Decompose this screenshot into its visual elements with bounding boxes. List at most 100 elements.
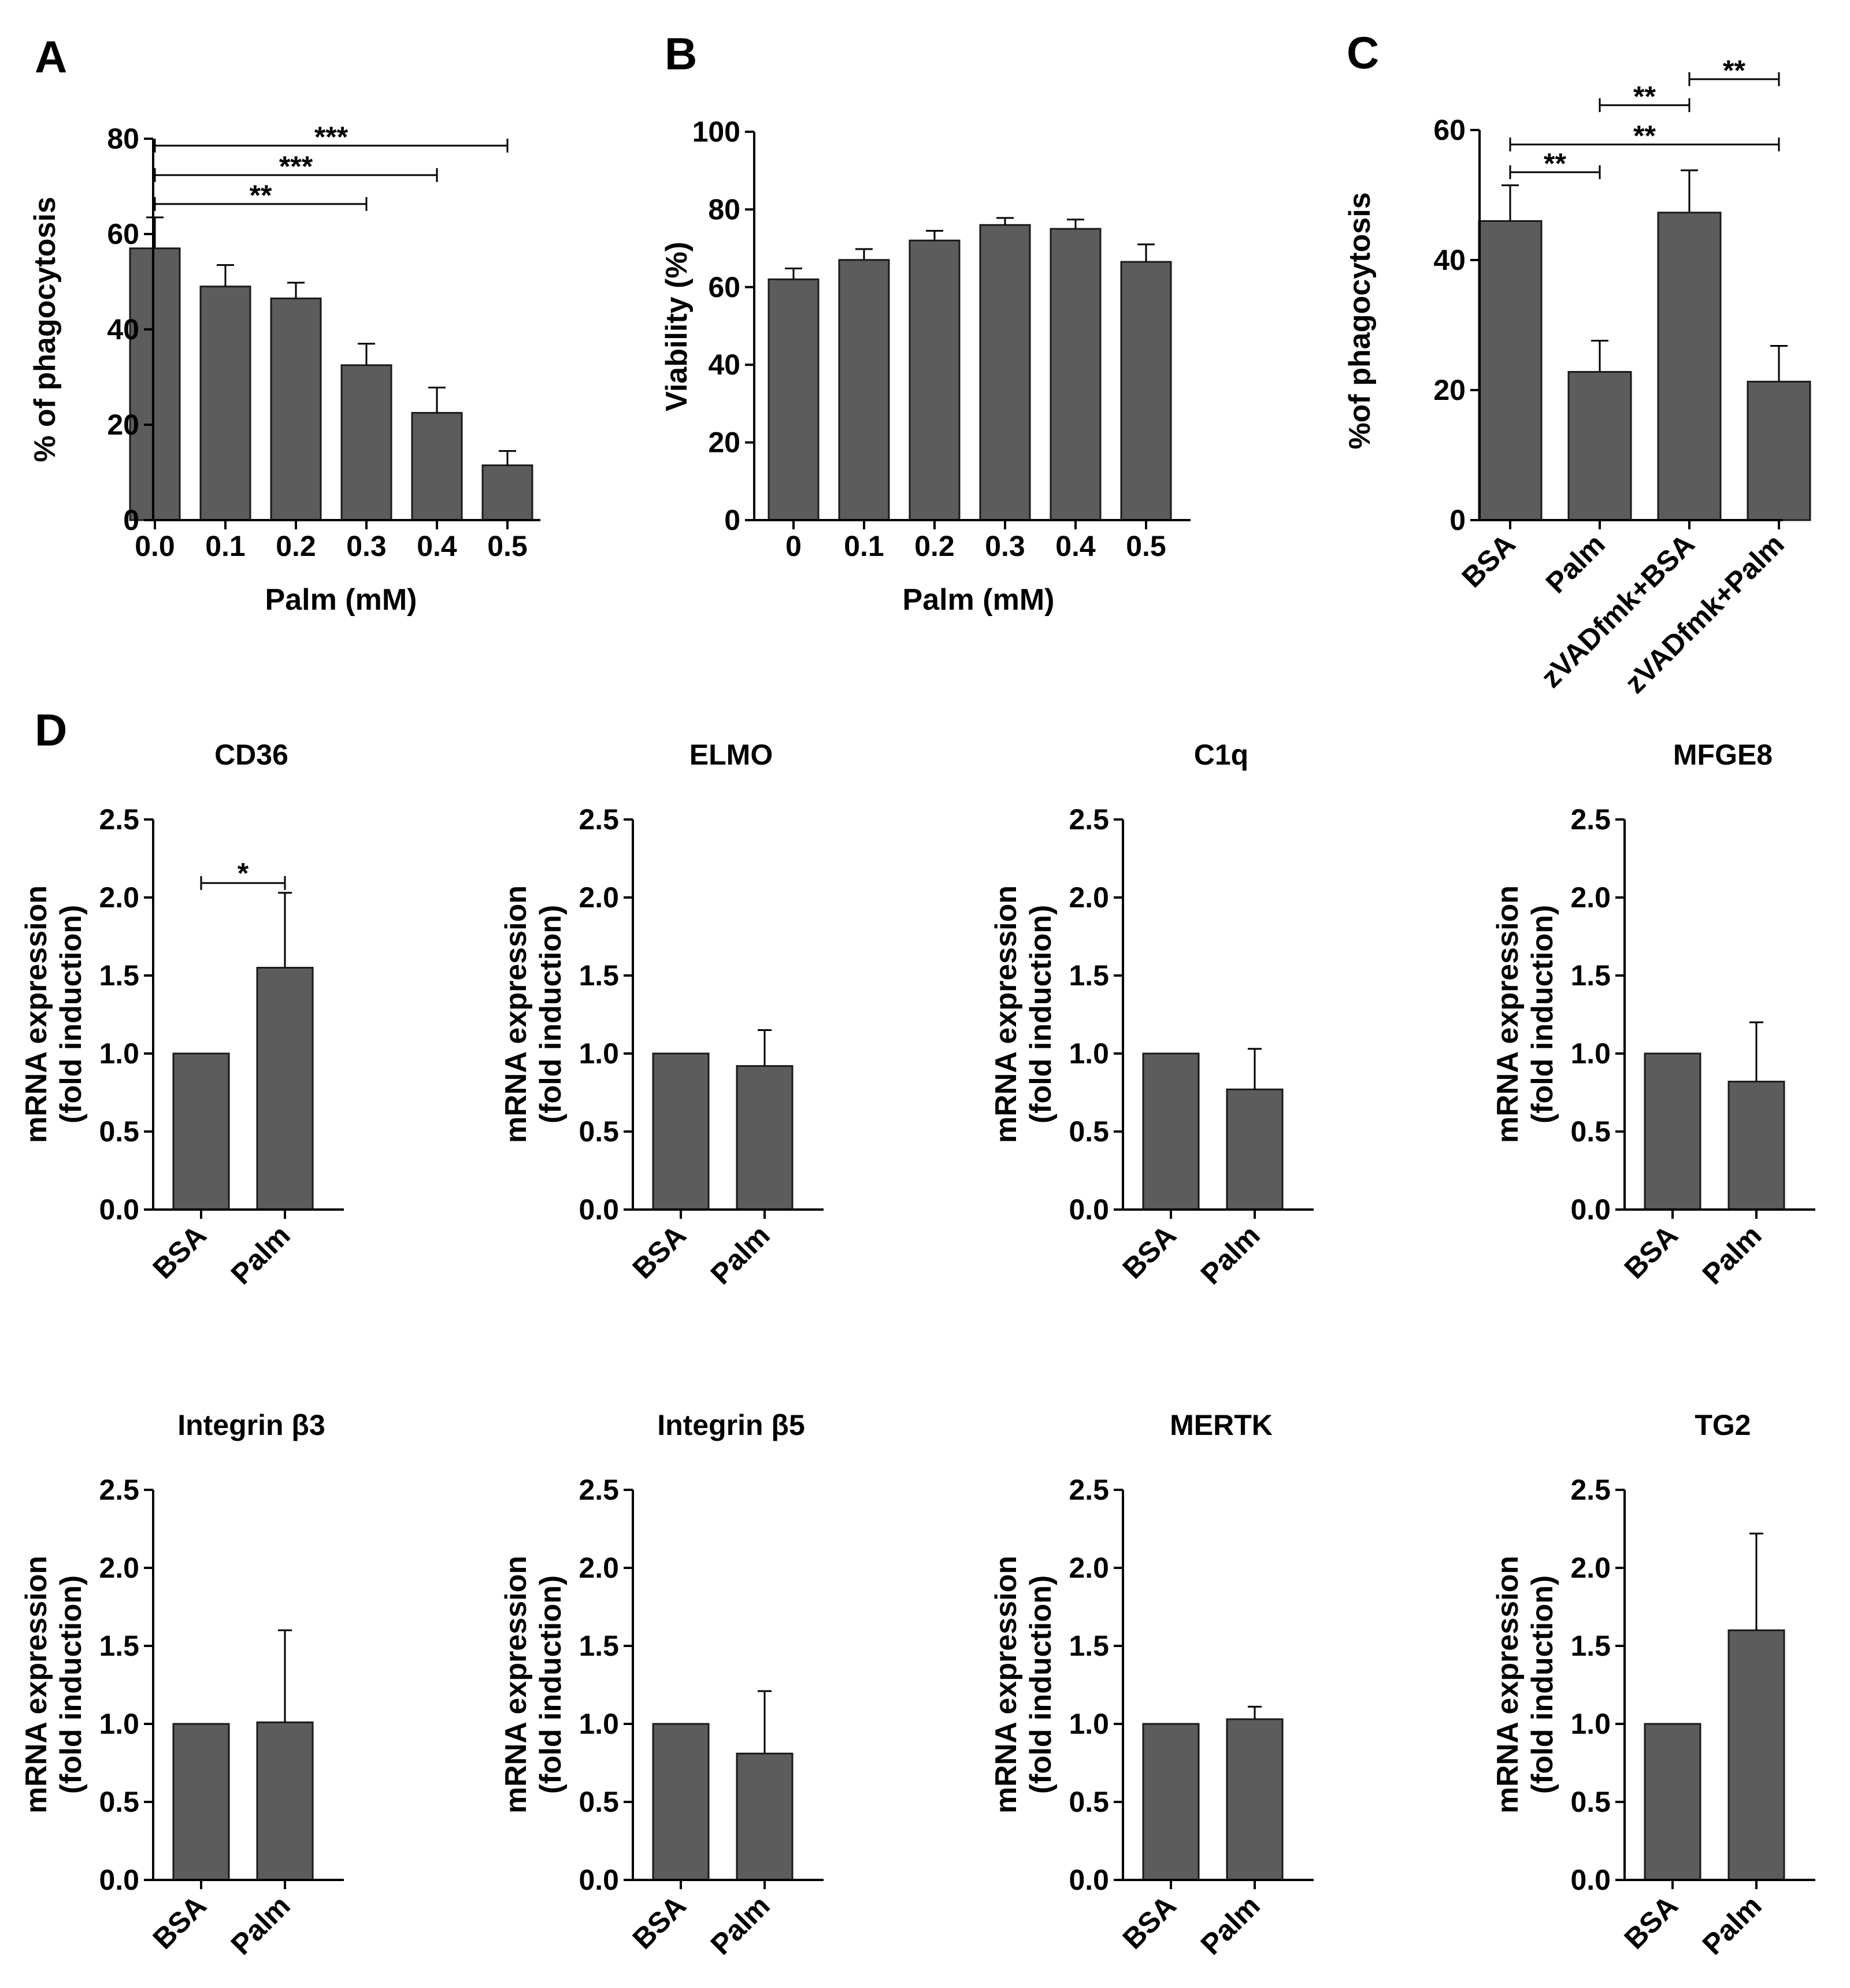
y-tick-label: 40 xyxy=(107,313,139,346)
bar xyxy=(979,224,1031,521)
x-tick-label: BSA xyxy=(147,1219,213,1285)
y-tick-label: 2.0 xyxy=(1570,1552,1611,1584)
x-tick-label: Palm xyxy=(705,1889,776,1961)
bar xyxy=(736,1065,794,1211)
y-tick-label: 100 xyxy=(692,116,740,148)
x-tick-label: Palm xyxy=(225,1889,296,1961)
significance-label: ** xyxy=(1633,120,1656,152)
y-tick-label: 40 xyxy=(708,348,740,381)
chart-title: MFGE8 xyxy=(1673,739,1773,771)
x-tick-label: BSA xyxy=(1117,1219,1182,1285)
x-axis-label: Palm (mM) xyxy=(265,583,417,617)
y-axis-label: %of phagocytosis xyxy=(1343,192,1377,450)
y-axis-label-line-2: (fold induction) xyxy=(54,905,88,1123)
bar xyxy=(1142,1052,1200,1211)
chart-d-tg2: TG2 0.0 0.5 1.0 1.5 2.0 2.5 BSA Palm mRNA express… xyxy=(1491,1409,1815,1961)
chart-title: Integrin β5 xyxy=(657,1409,805,1441)
y-tick-label: 2.5 xyxy=(1570,803,1611,836)
bar xyxy=(340,364,392,521)
y-tick-label: 0.5 xyxy=(1570,1786,1611,1818)
x-tick-label: Palm xyxy=(1696,1889,1768,1961)
y-axis-label-line-2: (fold induction) xyxy=(534,905,568,1123)
y-tick-label: 2.0 xyxy=(579,1552,619,1584)
y-tick-label: 60 xyxy=(708,271,740,303)
y-axis-label: mRNA expression xyxy=(989,885,1023,1143)
y-tick-label: 2.5 xyxy=(1069,803,1109,836)
y-axis-label-line-2: (fold induction) xyxy=(1024,905,1058,1123)
bar xyxy=(256,967,314,1211)
x-tick-label: Palm xyxy=(705,1219,776,1290)
bar xyxy=(481,464,533,521)
y-tick-label: 20 xyxy=(107,409,139,441)
panel-letter-b: B xyxy=(665,28,697,79)
y-tick-label: 2.5 xyxy=(99,803,139,836)
x-tick-label: 0 xyxy=(785,530,802,562)
x-tick-label: 0.2 xyxy=(276,530,316,562)
chart-d-cd36: CD36 0.0 0.5 1.0 1.5 2.0 2.5 BSA Palm mRNA expres… xyxy=(20,739,344,1290)
bar xyxy=(768,278,820,521)
bar xyxy=(1727,1081,1785,1211)
y-axis-label: mRNA expression xyxy=(1491,1556,1525,1813)
bar xyxy=(1644,1052,1701,1211)
y-axis-label: mRNA expression xyxy=(20,885,53,1143)
bar xyxy=(909,239,961,521)
bar xyxy=(256,1721,314,1881)
y-tick-label: 40 xyxy=(1433,244,1466,276)
y-tick-label: 0.5 xyxy=(99,1115,139,1148)
panel-letter-a: A xyxy=(35,31,67,82)
x-tick-label: 0.3 xyxy=(346,530,387,562)
y-tick-label: 1.5 xyxy=(1069,959,1109,992)
chart-title: CD36 xyxy=(214,739,288,771)
y-tick-label: 1.0 xyxy=(1570,1708,1611,1740)
y-tick-label: 1.5 xyxy=(1069,1630,1109,1662)
y-tick-label: 0.5 xyxy=(1069,1115,1109,1148)
y-tick-label: 0.0 xyxy=(99,1864,139,1896)
y-tick-label: 2.5 xyxy=(579,803,619,836)
y-tick-label: 0.0 xyxy=(99,1193,139,1226)
significance-label: ** xyxy=(1544,147,1566,180)
bar xyxy=(1657,212,1722,521)
chart-title: ELMO xyxy=(689,739,773,771)
x-tick-label: BSA xyxy=(147,1889,213,1955)
y-tick-label: 2.0 xyxy=(1570,881,1611,914)
panel-letter-c: C xyxy=(1347,27,1379,78)
y-tick-label: 1.5 xyxy=(579,959,619,992)
x-tick-label: Palm xyxy=(225,1219,296,1290)
chart-d-mfge8: MFGE8 0.0 0.5 1.0 1.5 2.0 2.5 BSA Palm mRNA expre… xyxy=(1491,739,1815,1290)
bar xyxy=(1226,1088,1284,1211)
significance-label: *** xyxy=(314,121,349,153)
x-tick-label: 0.2 xyxy=(914,530,955,562)
bar xyxy=(172,1052,230,1211)
bar xyxy=(838,259,890,521)
chart-b: 0 20 40 60 80 100 0 0.1 0.2 0.3 0.4 0.5 Palm (mM) Via… xyxy=(660,116,1191,617)
y-tick-label: 2.5 xyxy=(579,1474,619,1506)
y-tick-label: 1.0 xyxy=(99,1708,139,1740)
x-tick-label: 0.0 xyxy=(135,530,175,562)
x-tick-label: 0.5 xyxy=(1126,530,1166,562)
y-axis-label: Viability (%) xyxy=(660,242,694,411)
y-tick-label: 0.0 xyxy=(579,1864,619,1896)
y-tick-label: 0.0 xyxy=(1570,1193,1611,1226)
bar xyxy=(736,1752,794,1881)
y-tick-label: 1.0 xyxy=(579,1037,619,1070)
y-tick-label: 60 xyxy=(107,218,139,250)
chart-d-integrin-b5: Integrin β5 0.0 0.5 1.0 1.5 2.0 2.5 BSA Palm mRNA… xyxy=(499,1409,824,1961)
x-tick-label: Palm xyxy=(1195,1219,1266,1290)
x-tick-label: 0.1 xyxy=(844,530,884,562)
y-tick-label: 0.5 xyxy=(99,1786,139,1818)
y-axis-label-line-2: (fold induction) xyxy=(534,1575,568,1794)
x-tick-label: zVADfmk+BSA xyxy=(1534,528,1700,693)
y-tick-label: 2.0 xyxy=(99,1552,139,1584)
x-tick-label: 0.4 xyxy=(417,530,457,562)
x-tick-label: Palm xyxy=(1540,528,1611,599)
y-tick-label: 2.0 xyxy=(1069,881,1109,914)
x-tick-label: BSA xyxy=(626,1219,692,1285)
bar xyxy=(1747,380,1811,521)
y-tick-label: 20 xyxy=(708,426,740,459)
y-tick-label: 0.0 xyxy=(579,1193,619,1226)
y-axis-label: mRNA expression xyxy=(1491,885,1525,1143)
chart-a: 0 20 40 60 80 0.0 0.1 0.2 0.3 0.4 0.5 Palm (mM) % of… xyxy=(28,121,540,617)
y-tick-label: 0.5 xyxy=(1570,1115,1611,1148)
y-tick-label: 2.5 xyxy=(1069,1474,1109,1506)
